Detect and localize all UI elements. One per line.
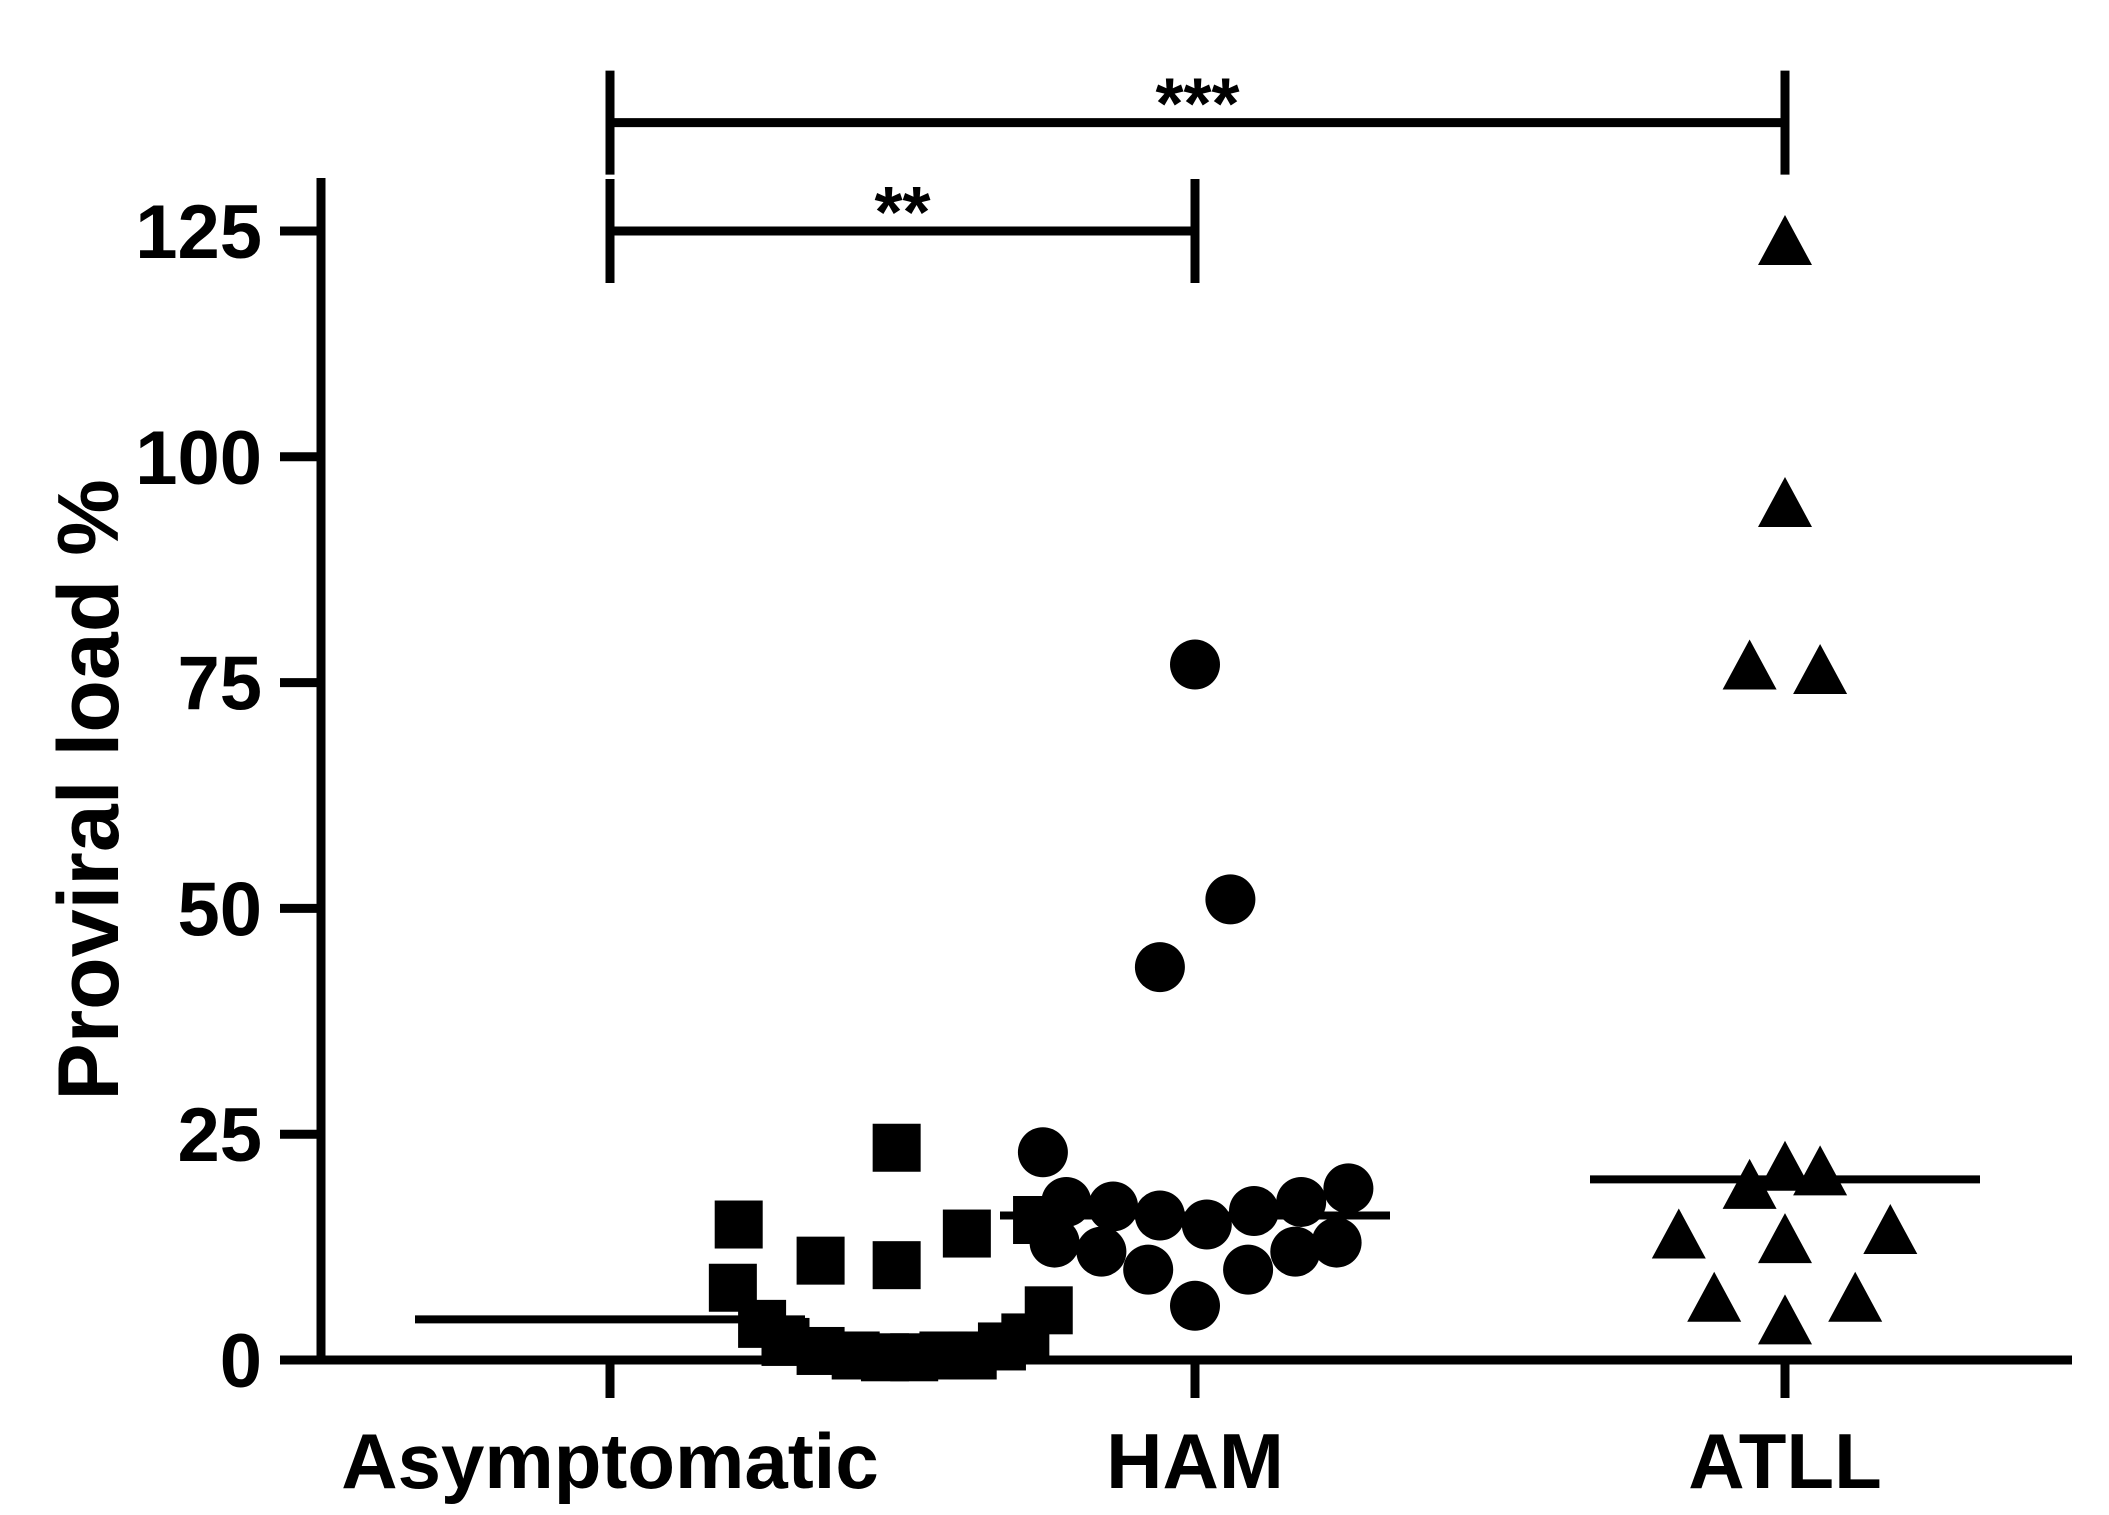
data-point-circle [1029, 1217, 1080, 1268]
data-point-circle [1223, 1244, 1274, 1295]
data-point-circle [1170, 1280, 1220, 1331]
data-point-circle [1311, 1217, 1362, 1268]
data-point-triangle [1793, 1145, 1848, 1196]
significance-bracket: *** [605, 65, 1790, 175]
data-point-circle [1134, 1190, 1185, 1241]
y-axis-title: Proviral load % [41, 479, 137, 1100]
y-tick-label: 0 [220, 1319, 262, 1404]
data-point-square [872, 1123, 921, 1172]
data-point-triangle [1722, 1158, 1777, 1209]
data-point-triangle [1758, 1140, 1812, 1191]
data-point-triangle [1828, 1271, 1883, 1322]
data-point-square [1024, 1286, 1073, 1335]
data-point-square [872, 1241, 921, 1290]
data-point-circle [1041, 1176, 1092, 1227]
data-point-square [796, 1236, 845, 1285]
significance-label: ** [874, 173, 930, 253]
significance-brackets: ***** [605, 65, 1790, 283]
data-point-triangle [1651, 1208, 1706, 1259]
data-point-circle [1276, 1176, 1327, 1227]
x-tick-label: Asymptomatic [341, 1417, 878, 1505]
data-point-triangle [1793, 644, 1848, 695]
data-point-circle [1123, 1244, 1174, 1295]
data-point-circle [1270, 1226, 1321, 1277]
data-point-circle [1134, 942, 1185, 993]
x-tick-label: HAM [1106, 1417, 1284, 1505]
y-tick-label: 125 [135, 190, 262, 275]
data-point-triangle [1758, 476, 1812, 527]
data-point-square [942, 1209, 991, 1258]
data-points [708, 215, 1918, 1382]
data-point-triangle [1863, 1204, 1918, 1255]
data-point-circle [1088, 1181, 1139, 1232]
data-point-circle [1017, 1127, 1068, 1178]
data-point-circle [1076, 1226, 1127, 1277]
x-tick-label: ATLL [1688, 1417, 1881, 1505]
y-ticks: 0 25 50 75 100 125 Asymptomatic HAM ATLL [135, 190, 1882, 1505]
y-tick-label: 100 [135, 416, 262, 501]
data-point-triangle [1758, 1294, 1812, 1345]
data-point-triangle [1758, 215, 1812, 266]
y-tick-label: 50 [177, 867, 262, 952]
data-point-circle [1229, 1185, 1279, 1236]
data-point-triangle [1758, 1213, 1812, 1264]
significance-label: *** [1155, 65, 1239, 145]
data-point-circle [1323, 1163, 1374, 1214]
data-point-circle [1181, 1199, 1232, 1250]
data-point-triangle [1687, 1271, 1742, 1322]
data-point-circle [1205, 874, 1256, 925]
y-tick-label: 75 [177, 642, 262, 727]
significance-bracket: ** [605, 173, 1200, 283]
axes [280, 178, 2072, 1365]
data-point-circle [1170, 639, 1220, 690]
data-point-triangle [1722, 639, 1777, 690]
data-point-square [714, 1200, 763, 1249]
y-tick-label: 25 [177, 1093, 262, 1178]
